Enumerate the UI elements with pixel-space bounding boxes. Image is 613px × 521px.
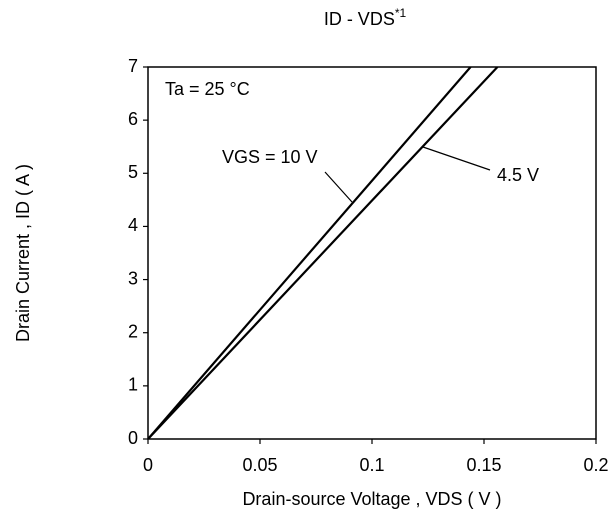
- series-label: 4.5 V: [497, 165, 539, 185]
- series-line: [148, 67, 499, 439]
- x-tick-label: 0.1: [359, 455, 384, 475]
- plot-frame: [147, 66, 597, 440]
- series-label: VGS = 10 V: [222, 147, 318, 167]
- title-main: ID - VDS: [324, 9, 395, 29]
- x-tick-label: 0.2: [583, 455, 608, 475]
- title-superscript: *1: [395, 6, 407, 20]
- y-tick-label: 2: [128, 321, 138, 341]
- annotation: Ta = 25 °C: [165, 79, 250, 99]
- y-tick-label: 0: [128, 428, 138, 448]
- y-tick-label: 6: [128, 109, 138, 129]
- series-line: [148, 67, 472, 439]
- x-tick-label: 0: [143, 455, 153, 475]
- x-axis-label: Drain-source Voltage , VDS ( V ): [242, 489, 501, 509]
- y-tick-label: 5: [128, 162, 138, 182]
- y-tick-label: 3: [128, 268, 138, 288]
- leader-line: [422, 146, 491, 171]
- chart-title: ID - VDS*1: [324, 6, 407, 29]
- x-tick-label: 0.05: [242, 455, 277, 475]
- y-axis-label: Drain Current , ID ( A ): [13, 164, 33, 342]
- leader-line: [324, 171, 353, 203]
- y-tick-label: 1: [128, 375, 138, 395]
- x-tick-label: 0.15: [466, 455, 501, 475]
- y-tick-label: 4: [128, 215, 138, 235]
- y-tick-label: 7: [128, 56, 138, 76]
